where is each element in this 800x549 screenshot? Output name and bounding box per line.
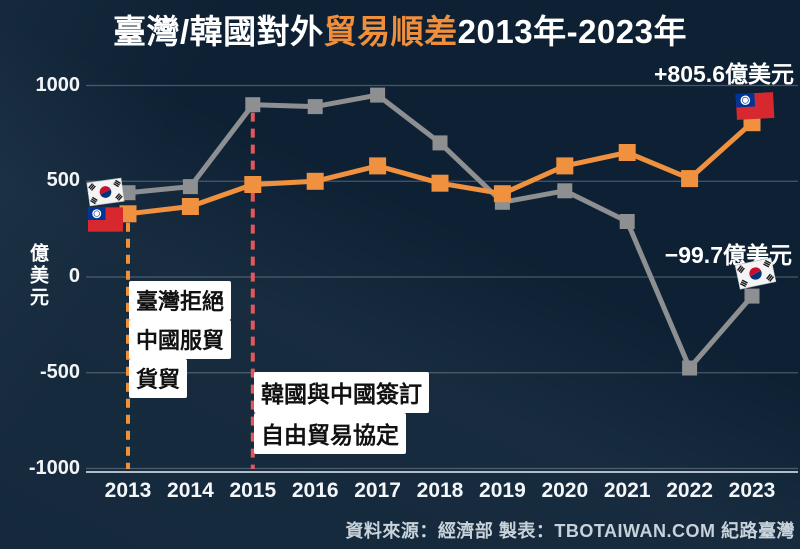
data-point-韓國-2014 [182, 179, 198, 195]
event-2013-line-1: 臺灣拒絕 [129, 281, 232, 320]
taiwan-end-value-label: +805.6億美元 [654, 61, 794, 87]
data-point-臺灣-2014 [181, 198, 199, 215]
y-tick-label: 500 [46, 169, 80, 192]
event-2013-callout: 臺灣拒絕 中國服貿 貨貿 [129, 281, 232, 398]
x-tick-label: 2019 [479, 479, 526, 502]
data-point-臺灣-2017 [369, 157, 387, 175]
x-tick-label: 2023 [728, 479, 776, 502]
event-2015-line-2: 自由貿易協定 [254, 413, 406, 454]
korea-flag-icon [86, 177, 125, 207]
x-tick-label: 2015 [229, 479, 277, 502]
title-part-accent: 貿易順差 [323, 13, 458, 50]
y-tick-label: -500 [39, 360, 80, 383]
data-point-韓國-2017 [370, 87, 386, 103]
x-tick-label: 2022 [666, 479, 713, 502]
x-tick-label: 2021 [603, 479, 651, 502]
data-point-韓國-2015 [245, 97, 261, 113]
event-2013-line-3: 貨貿 [129, 359, 188, 398]
page-title: 臺灣/韓國對外貿易順差2013年-2023年 [0, 5, 800, 53]
data-point-韓國-2021 [619, 214, 635, 229]
y-tick-label: -1000 [28, 456, 80, 479]
data-point-臺灣-2022 [681, 170, 699, 188]
title-part-1: 臺灣/韓國對外 [113, 13, 324, 50]
x-tick-label: 2017 [354, 479, 401, 502]
data-point-臺灣-2018 [431, 174, 449, 192]
x-tick-label: 2018 [416, 479, 464, 502]
y-axis-unit-label: 億美元 [27, 243, 48, 309]
data-point-韓國-2013 [120, 185, 136, 201]
data-point-韓國-2016 [307, 99, 323, 115]
korea-end-value-label: −99.7億美元 [664, 242, 792, 268]
title-part-3: 2013年-2023年 [457, 13, 687, 50]
data-point-臺灣-2021 [618, 144, 636, 161]
data-point-韓國-2022 [682, 360, 698, 376]
taiwan-flag-icon [88, 207, 123, 232]
taiwan-flag-icon [735, 92, 775, 120]
x-tick-label: 2016 [291, 479, 339, 502]
data-point-臺灣-2019 [493, 185, 511, 203]
data-point-韓國-2018 [432, 135, 448, 151]
y-tick-label: 1000 [35, 73, 81, 96]
korea-flag-icon [734, 257, 777, 290]
x-tick-label: 2014 [167, 479, 214, 502]
data-point-臺灣-2016 [306, 172, 324, 190]
event-2015-line-1: 韓國與中國簽訂 [254, 372, 429, 413]
data-point-韓國-2023 [744, 288, 760, 304]
data-point-韓國-2020 [557, 183, 573, 199]
data-point-臺灣-2013 [119, 205, 137, 223]
event-2013-line-2: 中國服貿 [129, 320, 232, 359]
x-tick-label: 2013 [104, 479, 152, 502]
y-tick-label: 0 [68, 265, 80, 287]
data-point-臺灣-2020 [556, 157, 574, 175]
event-2015-callout: 韓國與中國簽訂 自由貿易協定 [254, 372, 429, 454]
x-tick-label: 2020 [541, 479, 589, 502]
source-credit: 資料來源：經濟部 製表：TBOTAIWAN.COM 紀路臺灣 [345, 521, 795, 541]
data-point-臺灣-2015 [244, 176, 262, 193]
